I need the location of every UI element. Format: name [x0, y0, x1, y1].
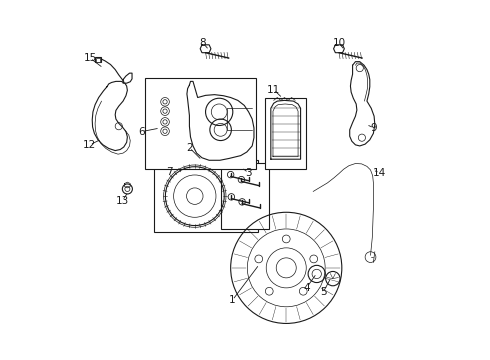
Text: 13: 13	[116, 196, 129, 206]
Text: 4: 4	[303, 283, 310, 293]
Text: 1: 1	[229, 295, 236, 305]
Text: 9: 9	[371, 123, 377, 133]
Text: 11: 11	[267, 85, 280, 95]
Text: 14: 14	[373, 168, 387, 178]
Text: 6: 6	[138, 127, 145, 136]
Bar	[95, 57, 101, 62]
Text: 8: 8	[200, 38, 206, 48]
Bar	[145, 78, 256, 169]
Text: 3: 3	[245, 168, 252, 178]
Text: 7: 7	[167, 167, 173, 177]
Bar	[153, 160, 258, 232]
Text: 2: 2	[186, 143, 193, 153]
Text: 5: 5	[320, 287, 326, 297]
Text: 15: 15	[83, 53, 97, 63]
Bar	[220, 163, 269, 229]
Bar	[265, 98, 306, 169]
Text: 10: 10	[332, 38, 345, 48]
Bar	[96, 58, 100, 62]
Text: 12: 12	[83, 140, 97, 150]
